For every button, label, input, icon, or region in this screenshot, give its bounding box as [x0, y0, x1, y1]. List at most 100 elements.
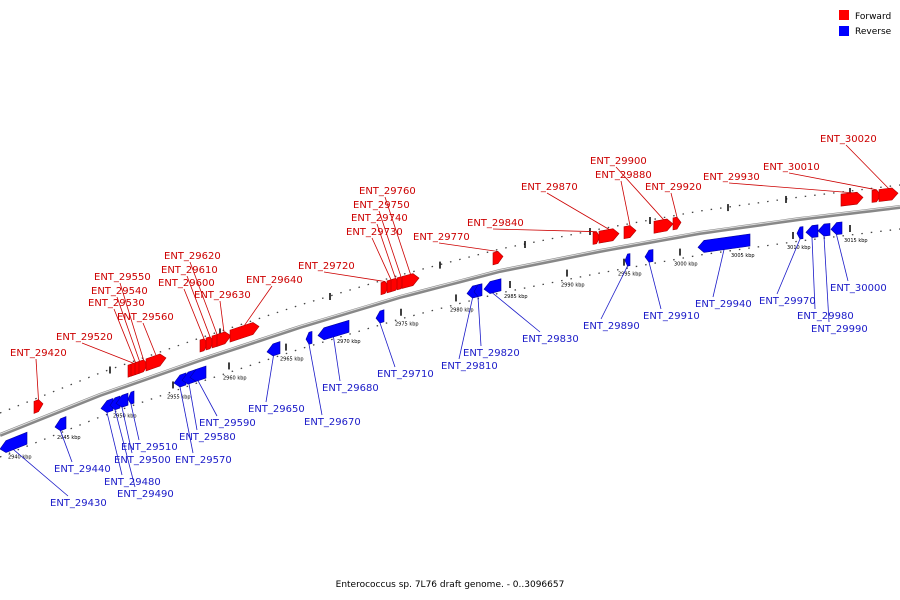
reverse-gene-label: ENT_29670: [304, 417, 361, 428]
reverse-gene-label: ENT_29590: [199, 418, 256, 429]
reverse-gene-label: ENT_29990: [811, 324, 868, 335]
forward-track-guide: [0, 184, 900, 414]
reverse-label-leader: [121, 407, 133, 454]
reverse-track-guide: [0, 228, 900, 458]
reverse-label-leader: [114, 409, 136, 488]
reverse-gene-label: ENT_29440: [54, 464, 111, 475]
reverse-gene-label: ENT_29820: [463, 348, 520, 359]
forward-gene-label: ENT_29750: [353, 200, 410, 211]
scale-tick-label: 2940 kbp: [8, 454, 32, 460]
gene-features: [0, 187, 899, 453]
reverse-label-leader: [648, 262, 662, 310]
forward-gene: [401, 273, 420, 289]
forward-label-leader: [189, 261, 218, 335]
reverse-gene-label: ENT_29980: [797, 311, 854, 322]
reverse-label-leader: [712, 249, 725, 298]
reverse-label-leader: [776, 238, 801, 295]
forward-gene-label: ENT_29550: [94, 272, 151, 283]
reverse-gene-label: ENT_29510: [121, 442, 178, 453]
reverse-gene: [189, 365, 207, 382]
reverse-gene-label: ENT_29580: [179, 432, 236, 443]
forward-label-leader: [378, 210, 402, 277]
reverse-gene-label: ENT_29910: [643, 311, 700, 322]
forward-gene: [653, 218, 674, 234]
forward-label-leader: [492, 228, 597, 233]
forward-gene: [145, 353, 167, 372]
forward-label-leader: [845, 144, 889, 189]
forward-gene-label: ENT_29530: [88, 298, 145, 309]
reverse-label-leader: [458, 298, 473, 360]
reverse-gene-label: ENT_29830: [522, 334, 579, 345]
forward-gene: [492, 251, 504, 266]
reverse-gene: [473, 283, 483, 298]
legend-forward-label: Forward: [855, 12, 891, 22]
backbone-line: [0, 205, 900, 437]
reverse-label-leader: [265, 355, 274, 403]
scale-tick-label: 2955 kbp: [167, 394, 191, 400]
forward-gene-label: ENT_29600: [158, 278, 215, 289]
forward-gene: [229, 322, 260, 343]
reverse-gene-label: ENT_29500: [114, 455, 171, 466]
forward-gene-label: ENT_29920: [645, 182, 702, 193]
forward-label-leader: [244, 285, 273, 326]
reverse-label-leader: [823, 236, 830, 323]
scale-tick-label: 2960 kbp: [223, 375, 247, 381]
reverse-label-leader: [179, 386, 194, 454]
scale-tick-label: 2970 kbp: [337, 339, 361, 345]
forward-label-leader: [35, 358, 39, 400]
reverse-label-leader: [379, 322, 396, 368]
reverse-gene: [181, 368, 197, 385]
reverse-gene-label: ENT_29710: [377, 369, 434, 380]
scale-tick-label: 2985 kbp: [504, 294, 528, 300]
reverse-gene: [109, 395, 121, 411]
forward-gene: [33, 399, 44, 414]
reverse-gene: [317, 319, 350, 341]
reverse-gene: [805, 224, 819, 238]
reverse-gene: [644, 249, 654, 263]
forward-gene-label: ENT_29610: [161, 265, 218, 276]
reverse-gene: [100, 397, 114, 413]
forward-gene-label: ENT_29930: [703, 172, 760, 183]
forward-gene-label: ENT_29760: [359, 186, 416, 197]
forward-gene-label: ENT_29880: [595, 170, 652, 181]
reverse-label-leader: [333, 336, 341, 382]
scale-tick-label: 2965 kbp: [280, 357, 304, 363]
forward-label-leader: [670, 192, 678, 218]
reverse-gene-label: ENT_29810: [441, 361, 498, 372]
reverse-gene: [466, 284, 479, 299]
forward-label-leader: [788, 172, 877, 191]
forward-gene-label: ENT_29720: [298, 261, 355, 272]
forward-label-leader: [728, 182, 853, 194]
forward-gene-label: ENT_29900: [590, 156, 647, 167]
scale-tick-label: 3010 kbp: [787, 245, 811, 251]
scale-tick-label: 2995 kbp: [618, 272, 642, 278]
reverse-label-leader: [188, 383, 198, 431]
forward-label-leader: [183, 288, 205, 339]
forward-label-leader: [620, 180, 631, 226]
forward-gene-label: ENT_30020: [820, 134, 877, 145]
forward-gene-label: ENT_30010: [763, 162, 820, 173]
forward-label-leader: [219, 300, 225, 333]
reverse-label-leader: [477, 296, 482, 347]
legend-reverse-label: Reverse: [855, 27, 892, 37]
reverse-gene: [54, 416, 67, 432]
backbone-highlight: [0, 205, 900, 435]
forward-gene-label: ENT_29520: [56, 332, 113, 343]
forward-label-leader: [81, 342, 134, 364]
reverse-label-leader: [836, 234, 849, 282]
scale-tick-label: 2975 kbp: [395, 322, 419, 328]
forward-gene-label: ENT_29540: [91, 286, 148, 297]
reverse-gene: [0, 431, 28, 453]
reverse-gene: [305, 330, 313, 345]
forward-gene: [672, 216, 682, 231]
reverse-gene-label: ENT_29940: [695, 299, 752, 310]
forward-label-leader: [113, 308, 136, 363]
genome-backbone: [0, 205, 900, 437]
reverse-gene-label: ENT_29480: [104, 477, 161, 488]
forward-label-leader: [384, 196, 411, 275]
forward-label-leader: [186, 275, 211, 337]
scale-tick-label: 3015 kbp: [844, 238, 868, 244]
reverse-label-leader: [106, 412, 123, 476]
